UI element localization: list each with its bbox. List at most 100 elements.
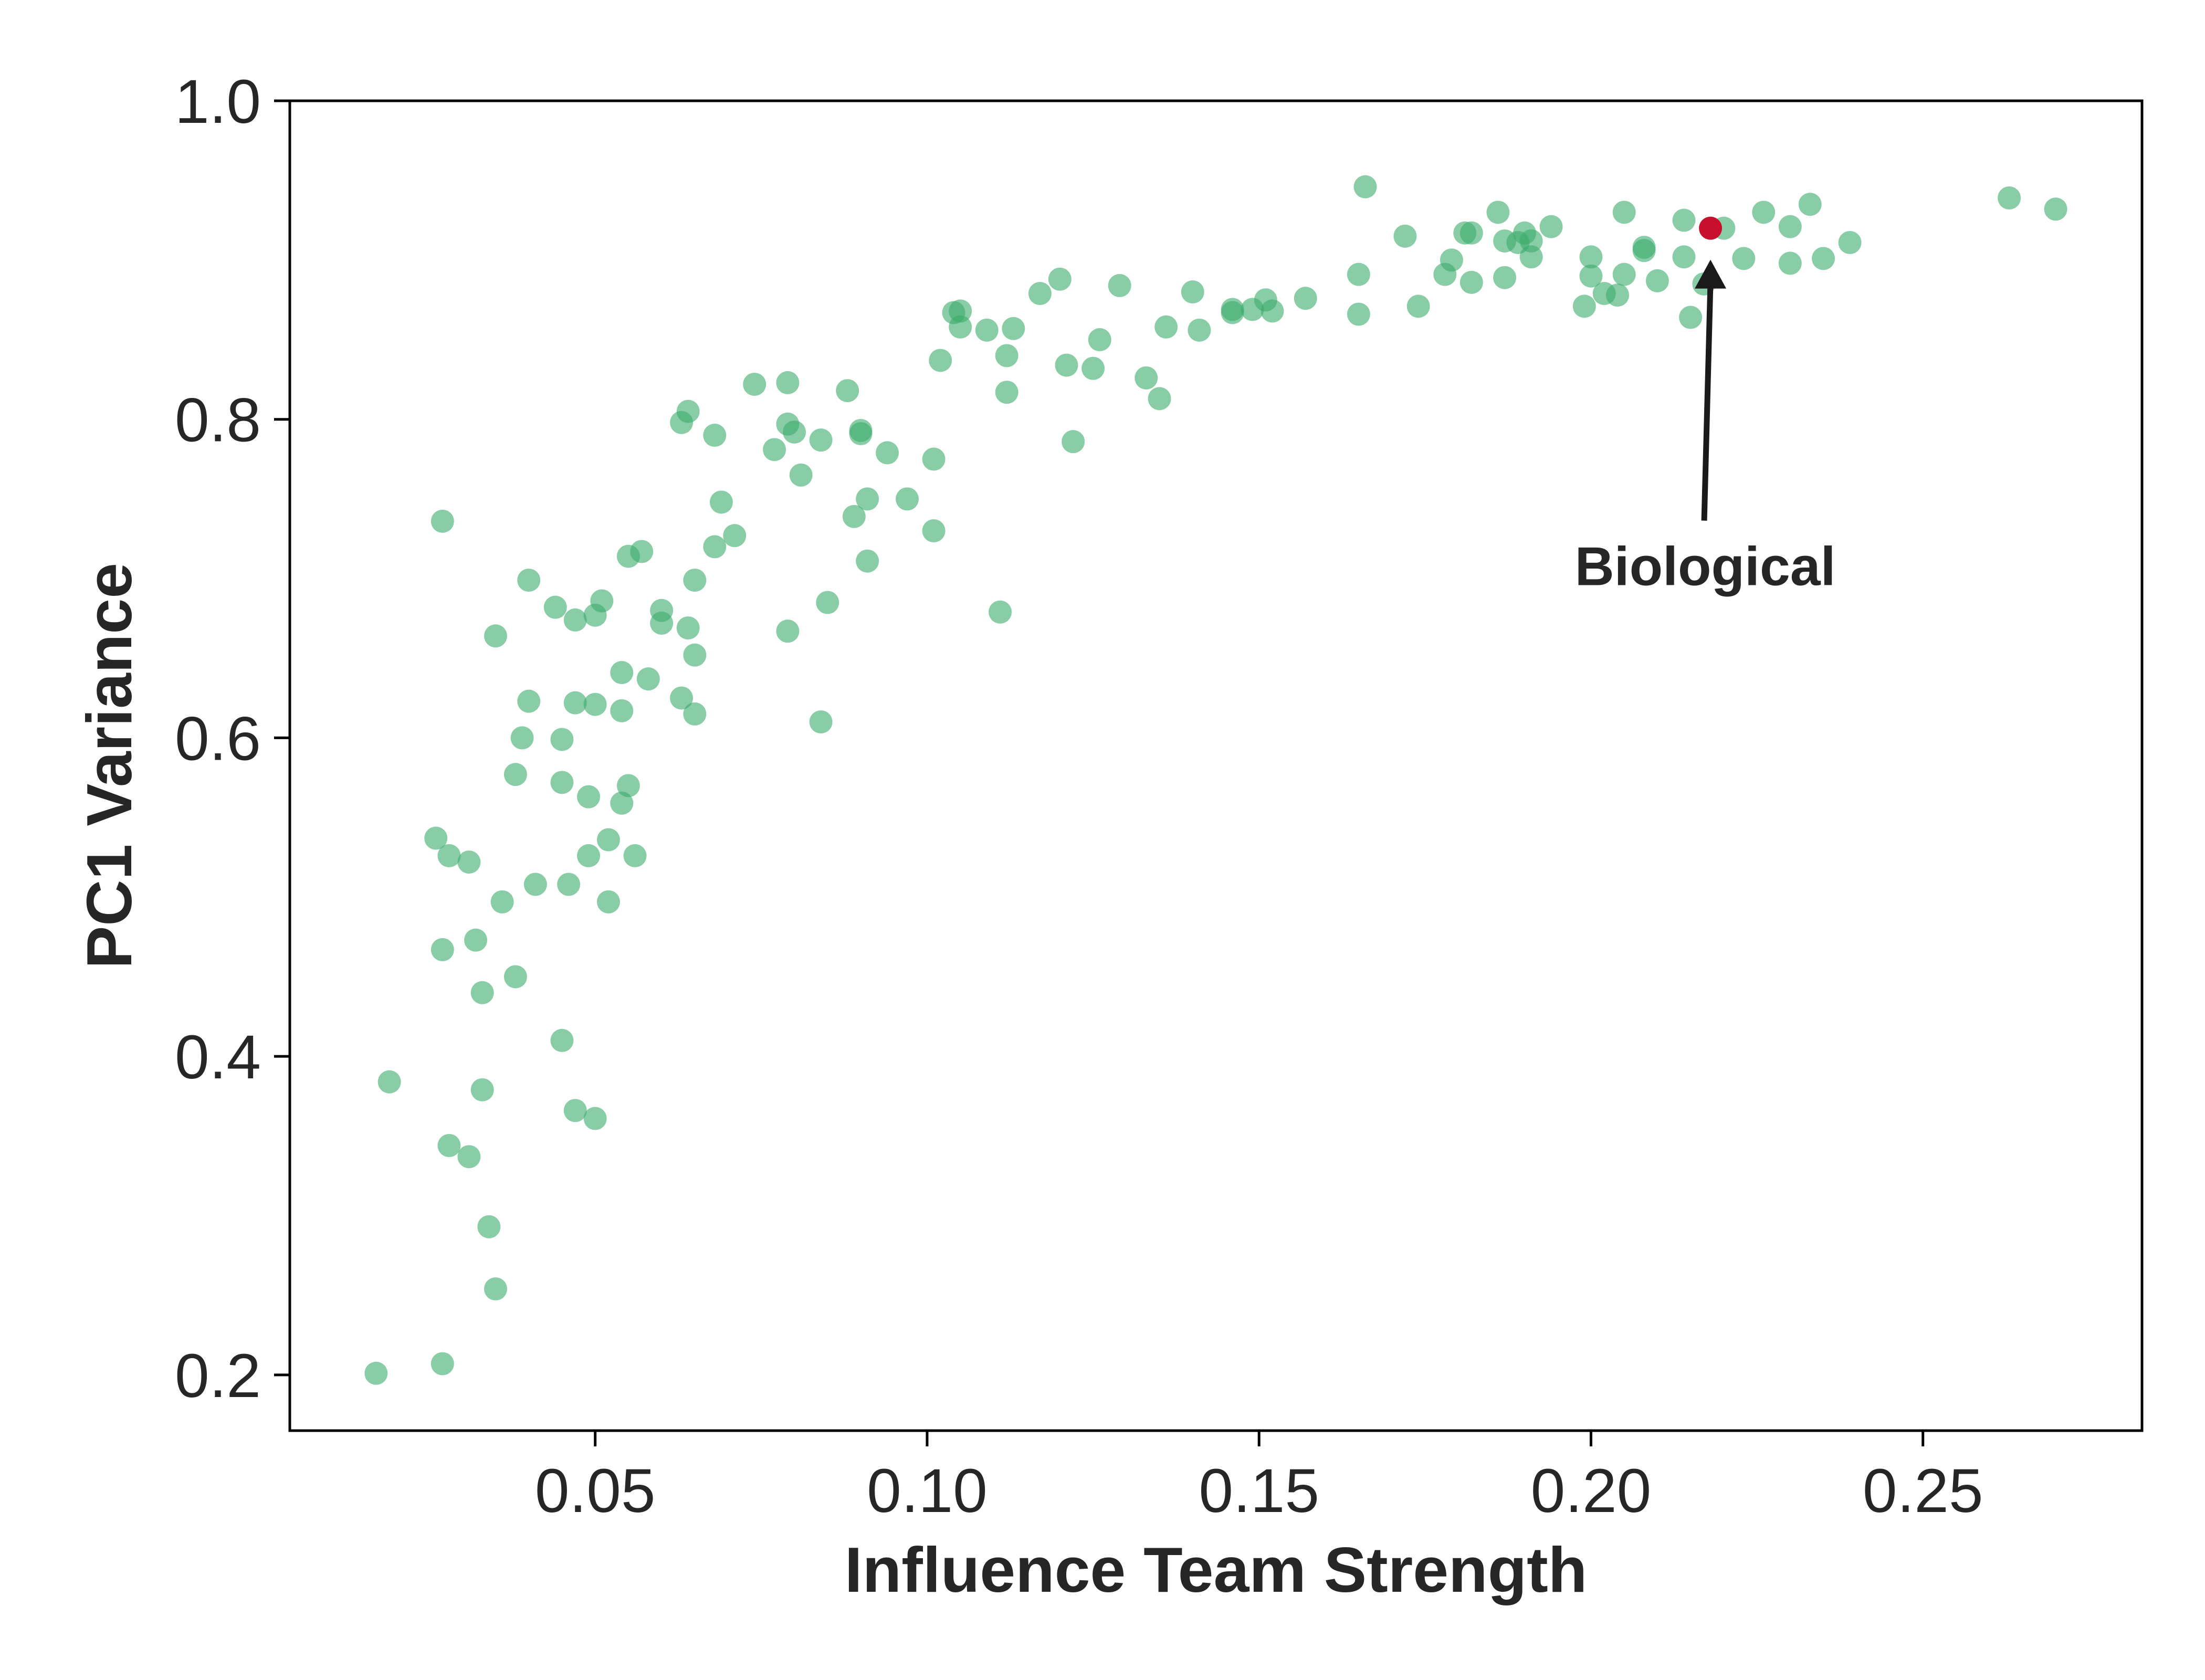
data-point <box>437 1133 461 1157</box>
data-point <box>929 349 952 372</box>
data-point <box>1028 282 1052 306</box>
data-point <box>789 463 813 487</box>
data-point <box>1188 318 1211 342</box>
data-point <box>1440 248 1463 272</box>
data-point <box>949 299 972 323</box>
data-point <box>596 890 620 914</box>
data-point <box>703 535 727 559</box>
data-point <box>1519 229 1543 253</box>
data-point <box>550 771 574 794</box>
data-point <box>1539 215 1563 238</box>
data-point <box>995 344 1018 368</box>
data-point <box>1493 266 1517 289</box>
data-point <box>876 441 899 465</box>
x-tick-label: 0.20 <box>1531 1456 1652 1526</box>
y-tick-label: 0.2 <box>175 1341 261 1411</box>
data-point <box>1406 295 1430 318</box>
data-point <box>856 487 879 511</box>
data-point <box>949 315 972 339</box>
data-point <box>517 689 541 713</box>
data-point <box>1135 366 1158 390</box>
data-point <box>464 928 488 952</box>
data-point <box>849 418 873 442</box>
data-point <box>763 438 786 461</box>
data-point <box>550 1028 574 1052</box>
data-point <box>723 524 747 548</box>
data-point <box>856 549 879 573</box>
data-point <box>430 509 454 533</box>
data-point <box>1062 430 1085 454</box>
data-point <box>583 1107 607 1130</box>
data-point <box>610 791 634 815</box>
data-point <box>1082 356 1105 380</box>
data-point <box>1055 353 1078 377</box>
y-tick-label: 1.0 <box>175 67 261 136</box>
data-point <box>484 1277 507 1301</box>
data-point <box>776 371 800 394</box>
y-axis: 0.2 0.4 0.6 0.8 1.0 <box>175 67 290 1411</box>
data-point <box>616 774 640 797</box>
data-point <box>636 667 660 691</box>
data-point <box>457 1145 481 1169</box>
data-point <box>676 616 700 640</box>
data-point <box>457 850 481 874</box>
data-point <box>1181 280 1204 304</box>
x-tick-label: 0.05 <box>535 1456 656 1526</box>
data-point <box>1393 224 1417 248</box>
data-point <box>1752 201 1776 224</box>
data-point <box>470 981 494 1004</box>
annotation-label: Biological <box>1575 537 1836 597</box>
data-point <box>503 763 527 786</box>
data-point <box>1294 287 1317 310</box>
x-tick-label: 0.10 <box>867 1456 988 1526</box>
data-point <box>1460 221 1483 245</box>
data-point <box>1002 317 1025 340</box>
data-point <box>1347 262 1370 286</box>
data-point <box>1460 270 1483 294</box>
data-point <box>896 487 919 511</box>
data-point <box>1672 245 1696 269</box>
y-tick-label: 0.8 <box>175 386 261 455</box>
data-point <box>922 447 946 471</box>
data-point <box>1486 201 1510 224</box>
data-point <box>630 540 654 563</box>
data-point <box>1612 201 1636 224</box>
plot-frame <box>288 99 2144 1432</box>
data-point <box>1108 274 1131 297</box>
data-point <box>1612 262 1636 286</box>
data-point <box>1679 306 1703 329</box>
data-point <box>364 1361 388 1385</box>
data-point <box>743 372 766 396</box>
data-point <box>995 381 1018 404</box>
data-point <box>783 420 806 444</box>
x-axis: 0.05 0.10 0.15 0.20 0.25 <box>535 1431 1983 1526</box>
data-point <box>676 400 700 423</box>
data-points <box>364 175 2067 1385</box>
data-point <box>610 699 634 722</box>
data-point <box>1519 245 1543 269</box>
data-point <box>1579 245 1603 269</box>
data-point <box>709 490 733 514</box>
data-point <box>484 624 507 648</box>
data-point <box>836 379 859 403</box>
annotation-arrow <box>1701 281 1714 521</box>
data-point <box>510 726 534 750</box>
data-point <box>1838 230 1862 254</box>
y-axis-title: PC1 Variance <box>74 563 145 969</box>
data-point <box>650 598 674 622</box>
data-point <box>922 519 946 543</box>
x-tick-label: 0.25 <box>1863 1456 1983 1526</box>
data-point <box>590 589 614 613</box>
data-point <box>563 691 587 715</box>
data-point <box>490 890 514 914</box>
data-point <box>1088 328 1111 352</box>
data-point <box>1798 193 1822 216</box>
data-point <box>1812 247 1835 270</box>
data-point <box>563 608 587 632</box>
data-point <box>557 873 581 896</box>
data-point <box>610 661 634 685</box>
data-point <box>975 318 999 342</box>
data-point <box>1606 284 1630 307</box>
y-tick-label: 0.6 <box>175 704 261 773</box>
